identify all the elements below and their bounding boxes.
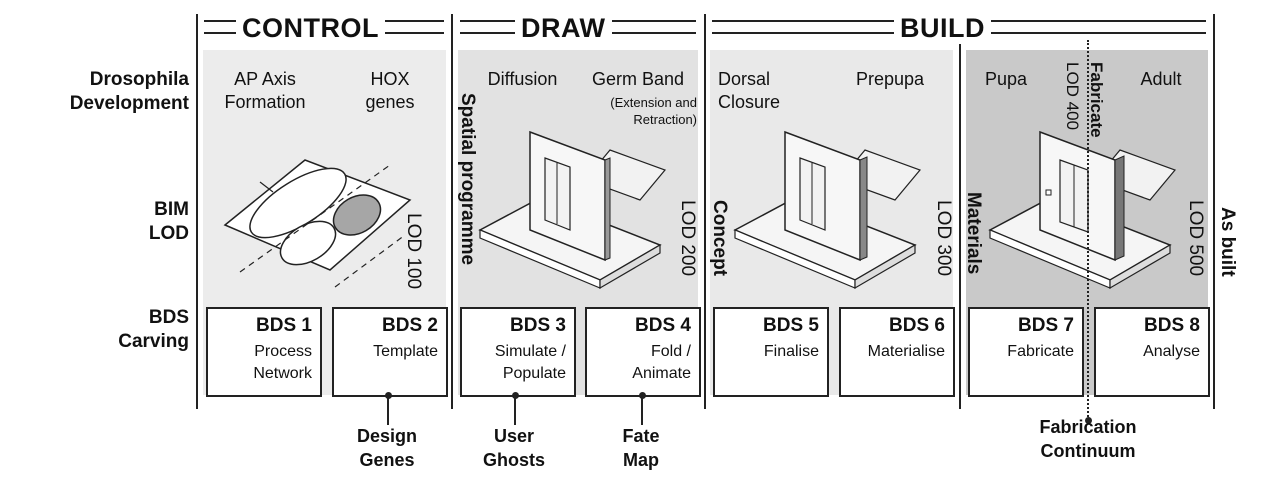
callout-fate-map: Fate Map	[622, 426, 660, 470]
row-label-drosophila: Drosophila Development	[69, 69, 189, 114]
dot-fate-map	[639, 392, 646, 399]
materials-label: Materials	[963, 192, 984, 275]
as-built-label: As built	[1217, 207, 1238, 277]
phase-build: BUILD	[712, 12, 1206, 44]
lod-200-label: LOD 200	[677, 200, 698, 277]
stage-dorsal-closure: Dorsal Closure	[718, 69, 781, 112]
fabrication-dot	[1085, 417, 1092, 424]
phase-control: CONTROL	[204, 12, 444, 44]
fabricate-label: Fabricate	[1087, 62, 1106, 138]
stage-ap-axis: AP Axis Formation	[224, 69, 306, 112]
connector-design-genes	[387, 395, 389, 425]
stage-diffusion: Diffusion	[487, 69, 558, 89]
phase-build-title: BUILD	[894, 12, 991, 44]
stage-germ-band: Germ Band	[591, 69, 685, 89]
divider-2	[451, 14, 453, 409]
divider-5	[1213, 14, 1215, 409]
bds-box-6: BDS 6 Materialise	[839, 307, 955, 397]
callout-user-ghosts: User Ghosts	[482, 426, 545, 470]
bds-box-5: BDS 5 Finalise	[713, 307, 829, 397]
bds-box-1: BDS 1 Process Network	[206, 307, 322, 397]
bds-box-4: BDS 4 Fold / Animate	[585, 307, 701, 397]
divider-3	[704, 14, 706, 409]
fabrication-dotted-line	[1087, 40, 1089, 420]
row-label-bim: BIM LOD	[148, 199, 189, 244]
concept-label: Concept	[709, 200, 730, 276]
stage-prepupa: Prepupa	[855, 69, 925, 89]
phase-control-title: CONTROL	[236, 12, 385, 44]
bds-box-3: BDS 3 Simulate / Populate	[460, 307, 576, 397]
stage-hox: HOX genes	[365, 69, 415, 112]
building-draw-illustration	[478, 130, 667, 290]
callout-design-genes: Design Genes	[356, 426, 417, 470]
callout-fabrication-continuum: Fabrication Continuum	[1039, 417, 1137, 461]
lod-400-label: LOD 400	[1063, 62, 1082, 131]
connector-user-ghosts	[514, 395, 516, 425]
stage-germ-band-note: (Extension and Retraction)	[610, 95, 697, 127]
bds-box-7: BDS 7 Fabricate	[968, 307, 1084, 397]
building-concept-illustration	[733, 130, 922, 290]
phase-draw: DRAW	[460, 12, 696, 44]
lod-300-label: LOD 300	[933, 200, 954, 277]
divider-4	[959, 14, 961, 409]
row-label-bds: BDS Carving	[118, 307, 189, 352]
lod-500-label: LOD 500	[1185, 200, 1206, 277]
dot-user-ghosts	[512, 392, 519, 399]
divider-1	[196, 14, 198, 409]
spatial-programme-label: Spatial programme	[457, 93, 478, 266]
bds-box-8: BDS 8 Analyse	[1094, 307, 1210, 397]
stage-pupa: Pupa	[984, 69, 1028, 89]
dot-design-genes	[385, 392, 392, 399]
lod-100-label: LOD 100	[403, 213, 424, 290]
embryo-illustration	[223, 159, 412, 288]
bds-box-2: BDS 2 Template	[332, 307, 448, 397]
stage-adult: Adult	[1140, 69, 1182, 89]
connector-fate-map	[641, 395, 643, 425]
phase-draw-title: DRAW	[515, 12, 612, 44]
building-materials-illustration	[988, 130, 1177, 290]
